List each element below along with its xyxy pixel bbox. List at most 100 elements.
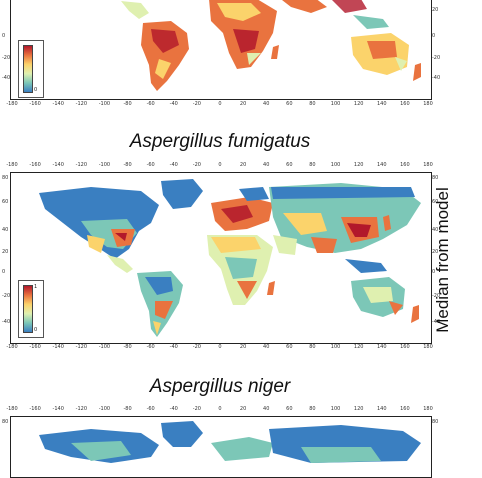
legend-mid: 1 0 — [18, 280, 44, 338]
lon-tick-label: -160 — [29, 162, 41, 168]
lon-tick-label: -120 — [75, 162, 88, 168]
lon-tick-label: 160 — [400, 406, 410, 412]
lon-axis-bottom-top: -180 -160 -140 -120 -100 -80 -60 -40 -20 0 20 40 60 8… — [0, 406, 440, 416]
lon-tick-label: 100 — [330, 344, 341, 350]
lon-tick-label: 20 — [239, 101, 247, 107]
lat-label: -40 — [432, 75, 441, 81]
lat-label: -40 — [432, 319, 441, 325]
lat-label: 80 — [2, 175, 9, 181]
lat-label: 0 — [432, 33, 436, 39]
lon-axis-top: -180 -160 -140 -120 -100 -80 -60 -40 -20 0 20 40 60 8… — [0, 101, 440, 111]
lon-tick-label: 120 — [353, 406, 364, 412]
lon-tick-label: 20 — [239, 162, 247, 168]
lat-label: 20 — [432, 249, 439, 255]
lon-tick-label: 40 — [263, 162, 270, 168]
world-map-bottom — [39, 421, 421, 463]
lon-tick-label: 60 — [286, 162, 293, 168]
lon-tick-label: 120 — [353, 162, 364, 168]
lon-tick-label: 180 — [423, 162, 433, 168]
lon-tick-label: -100 — [98, 406, 111, 412]
lon-tick-label: -100 — [98, 162, 111, 168]
lon-tick-label: 100 — [330, 162, 341, 168]
lon-tick-label: 80 — [309, 162, 316, 168]
lon-tick-label: 80 — [309, 344, 316, 350]
lon-tick-label: 180 — [423, 344, 433, 350]
lat-label: -40 — [2, 75, 11, 81]
lon-tick-label: 140 — [376, 406, 387, 412]
lon-tick-label: 100 — [330, 101, 341, 107]
lon-tick-label: 0 — [218, 344, 222, 350]
lat-label: -20 — [432, 293, 441, 299]
lon-tick-label: -60 — [146, 162, 155, 168]
lon-axis-mid-bottom: -180 -160 -140 -120 -100 -80 -60 -40 -20 0 20 40 60 8… — [0, 344, 440, 354]
lat-label: 20 — [432, 7, 439, 13]
greenland-shape — [161, 179, 203, 209]
lon-tick-label: -180 — [6, 162, 18, 168]
lat-axis-bottom-left: 80 — [2, 416, 16, 440]
world-map-mid — [39, 179, 421, 337]
lon-tick-label: 60 — [286, 406, 293, 412]
legend-max-label: 1 — [34, 284, 38, 290]
lon-tick-label: -60 — [146, 101, 155, 107]
lon-tick-label: -80 — [123, 344, 132, 350]
lat-label: 60 — [432, 199, 439, 205]
lat-label: 0 — [432, 269, 436, 275]
lon-tick-label: -180 — [6, 344, 18, 350]
lat-label: -40 — [2, 319, 11, 325]
lon-tick-label: 0 — [218, 406, 222, 412]
lon-tick-label: -160 — [29, 101, 41, 107]
lon-tick-label: 80 — [309, 406, 316, 412]
lon-axis-mid-top: -180 -160 -140 -120 -100 -80 -60 -40 -20 0 20 40 60 8… — [0, 162, 440, 172]
lon-tick-label: 140 — [376, 101, 387, 107]
lon-tick-label: -160 — [29, 344, 41, 350]
legend-top: 0 — [18, 40, 44, 98]
side-axis-label: Median from model — [433, 187, 453, 333]
map-top-panel — [10, 0, 432, 100]
lon-tick-label: 180 — [423, 406, 433, 412]
lat-axis-top-right: 20 0 -20 -40 — [432, 0, 446, 100]
lon-tick-label: -100 — [98, 344, 111, 350]
lon-tick-label: -180 — [6, 101, 18, 107]
lat-axis-bottom-right: 80 — [432, 416, 446, 440]
lon-tick-label: 20 — [239, 406, 247, 412]
lon-tick-label: -120 — [75, 406, 88, 412]
lon-tick-label: -20 — [192, 344, 201, 350]
lon-tick-label: -40 — [169, 406, 178, 412]
lon-tick-label: 60 — [286, 344, 293, 350]
lat-label: 80 — [432, 419, 439, 425]
lon-tick-label: 20 — [239, 344, 247, 350]
lon-tick-label: -60 — [146, 344, 155, 350]
lat-label: -20 — [2, 55, 11, 61]
lon-tick-label: 0 — [218, 101, 222, 107]
lat-label: 20 — [2, 249, 9, 255]
legend-colorbar — [23, 45, 33, 93]
lat-label: -20 — [432, 55, 441, 61]
lon-tick-label: 40 — [263, 406, 270, 412]
lon-tick-label: -80 — [123, 101, 132, 107]
lon-tick-label: -140 — [52, 406, 64, 412]
europe-shape — [211, 437, 273, 461]
lon-tick-label: -160 — [29, 406, 41, 412]
legend-min-label: 0 — [34, 87, 38, 93]
lat-label: -20 — [2, 293, 11, 299]
lon-tick-label: 0 — [218, 162, 222, 168]
lon-tick-label: 120 — [353, 101, 364, 107]
lon-tick-label: -20 — [192, 101, 201, 107]
species-title-niger: Aspergillus niger — [149, 376, 291, 397]
lon-tick-label: -120 — [75, 344, 88, 350]
lon-tick-label: 40 — [263, 344, 270, 350]
lon-tick-label: 180 — [423, 101, 433, 107]
lon-tick-label: 160 — [400, 344, 410, 350]
lat-label: 60 — [2, 199, 9, 205]
lon-tick-label: 160 — [400, 101, 410, 107]
lat-label: 40 — [432, 227, 439, 233]
lon-tick-label: 80 — [309, 101, 316, 107]
legend-colorbar — [23, 285, 33, 333]
lon-tick-label: 60 — [286, 101, 293, 107]
lon-tick-label: -120 — [75, 101, 88, 107]
lon-tick-label: -80 — [123, 406, 132, 412]
lon-tick-label: -140 — [52, 162, 64, 168]
lon-tick-label: 140 — [376, 162, 387, 168]
lon-tick-label: -80 — [123, 162, 132, 168]
lat-axis-top-left: 0 -20 -40 — [2, 0, 16, 100]
